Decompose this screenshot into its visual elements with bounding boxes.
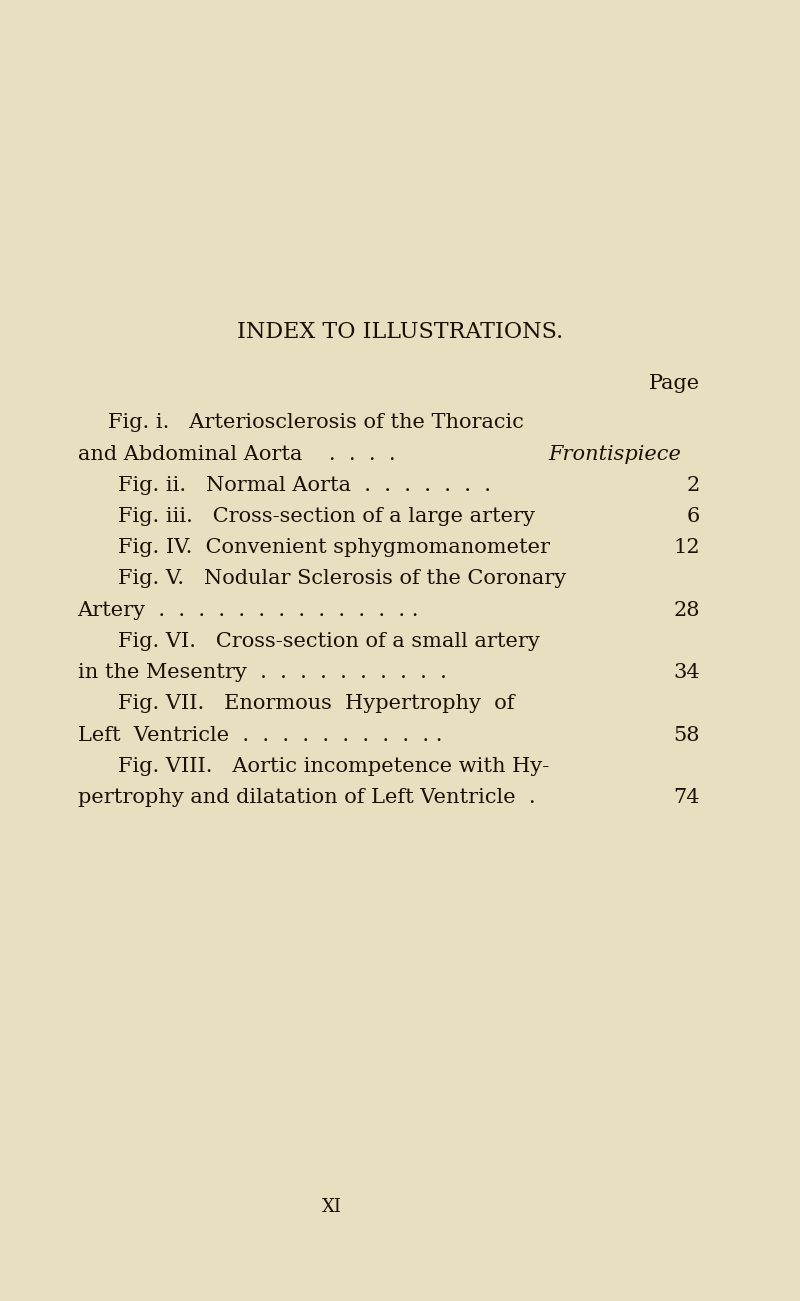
Text: 74: 74 bbox=[674, 788, 700, 807]
Text: Frontispiece: Frontispiece bbox=[548, 445, 681, 463]
Text: 6: 6 bbox=[686, 507, 700, 526]
Text: Fig. VII.   Enormous  Hypertrophy  of: Fig. VII. Enormous Hypertrophy of bbox=[118, 695, 515, 713]
Text: 58: 58 bbox=[674, 726, 700, 744]
Text: 2: 2 bbox=[686, 476, 700, 494]
Text: pertrophy and dilatation of Left Ventricle  .: pertrophy and dilatation of Left Ventric… bbox=[78, 788, 535, 807]
Text: and Abdominal Aorta    .  .  .  .: and Abdominal Aorta . . . . bbox=[78, 445, 402, 463]
Text: Left  Ventricle  .  .  .  .  .  .  .  .  .  . .: Left Ventricle . . . . . . . . . . . bbox=[78, 726, 442, 744]
Text: Fig. V.   Nodular Sclerosis of the Coronary: Fig. V. Nodular Sclerosis of the Coronar… bbox=[118, 570, 566, 588]
Text: INDEX TO ILLUSTRATIONS.: INDEX TO ILLUSTRATIONS. bbox=[237, 321, 563, 342]
Text: Fig. ii.   Normal Aorta  .  .  .  .  .  .  .: Fig. ii. Normal Aorta . . . . . . . bbox=[118, 476, 491, 494]
Text: 28: 28 bbox=[674, 601, 700, 619]
Text: Fig. IV.  Convenient sphygmomanometer: Fig. IV. Convenient sphygmomanometer bbox=[118, 539, 550, 557]
Text: Artery  .  .  .  .  .  .  .  .  .  .  .  .  . .: Artery . . . . . . . . . . . . . . bbox=[78, 601, 419, 619]
Text: Fig. iii.   Cross-section of a large artery: Fig. iii. Cross-section of a large arter… bbox=[118, 507, 535, 526]
Text: 34: 34 bbox=[674, 664, 700, 682]
Text: in the Mesentry  .  .  .  .  .  .  .  .  .  .: in the Mesentry . . . . . . . . . . bbox=[78, 664, 446, 682]
Text: Fig. VIII.   Aortic incompetence with Hy-: Fig. VIII. Aortic incompetence with Hy- bbox=[118, 757, 550, 775]
Text: 12: 12 bbox=[674, 539, 700, 557]
Text: Page: Page bbox=[649, 375, 700, 393]
Text: Fig. i.   Arteriosclerosis of the Thoracic: Fig. i. Arteriosclerosis of the Thoracic bbox=[108, 414, 524, 432]
Text: Fig. VI.   Cross-section of a small artery: Fig. VI. Cross-section of a small artery bbox=[118, 632, 540, 650]
Text: XI: XI bbox=[322, 1198, 342, 1216]
